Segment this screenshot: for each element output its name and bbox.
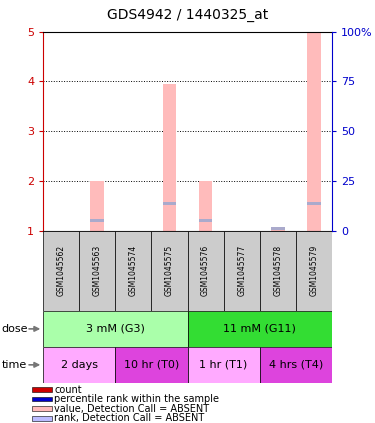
Text: 10 hr (T0): 10 hr (T0) bbox=[124, 360, 179, 370]
Text: GSM1045578: GSM1045578 bbox=[273, 245, 282, 296]
Bar bbox=[79, 231, 116, 311]
Text: 4 hrs (T4): 4 hrs (T4) bbox=[268, 360, 323, 370]
Text: 3 mM (G3): 3 mM (G3) bbox=[86, 324, 145, 334]
Text: GSM1045579: GSM1045579 bbox=[309, 245, 318, 297]
Text: GDS4942 / 1440325_at: GDS4942 / 1440325_at bbox=[107, 8, 268, 22]
Bar bbox=[163, 202, 176, 205]
Bar bbox=[296, 231, 332, 311]
Text: dose: dose bbox=[2, 324, 28, 334]
Text: GSM1045574: GSM1045574 bbox=[129, 245, 138, 297]
Bar bbox=[32, 397, 52, 401]
Text: value, Detection Call = ABSENT: value, Detection Call = ABSENT bbox=[54, 404, 210, 414]
Bar bbox=[32, 387, 52, 392]
Text: GSM1045562: GSM1045562 bbox=[57, 245, 66, 296]
Bar bbox=[271, 227, 285, 230]
Bar bbox=[43, 311, 188, 347]
Bar bbox=[260, 347, 332, 383]
Bar bbox=[32, 416, 52, 420]
Bar bbox=[188, 347, 260, 383]
Bar bbox=[43, 347, 116, 383]
Bar bbox=[32, 407, 52, 411]
Text: GSM1045576: GSM1045576 bbox=[201, 245, 210, 297]
Text: count: count bbox=[54, 385, 82, 395]
Bar bbox=[90, 219, 104, 222]
Bar bbox=[90, 181, 104, 231]
Bar bbox=[43, 231, 79, 311]
Text: 11 mM (G11): 11 mM (G11) bbox=[223, 324, 296, 334]
Text: GSM1045575: GSM1045575 bbox=[165, 245, 174, 297]
Bar bbox=[163, 84, 176, 231]
Bar bbox=[307, 32, 321, 231]
Bar bbox=[307, 202, 321, 205]
Text: rank, Detection Call = ABSENT: rank, Detection Call = ABSENT bbox=[54, 413, 205, 423]
Text: 1 hr (T1): 1 hr (T1) bbox=[200, 360, 248, 370]
Bar bbox=[199, 219, 212, 222]
Bar bbox=[271, 227, 285, 231]
Bar bbox=[116, 347, 188, 383]
Bar bbox=[260, 231, 296, 311]
Bar bbox=[224, 231, 260, 311]
Bar bbox=[152, 231, 188, 311]
Bar bbox=[188, 231, 224, 311]
Text: percentile rank within the sample: percentile rank within the sample bbox=[54, 394, 219, 404]
Text: GSM1045563: GSM1045563 bbox=[93, 245, 102, 297]
Text: GSM1045577: GSM1045577 bbox=[237, 245, 246, 297]
Bar bbox=[199, 181, 212, 231]
Bar bbox=[188, 311, 332, 347]
Text: 2 days: 2 days bbox=[61, 360, 98, 370]
Text: time: time bbox=[2, 360, 27, 370]
Bar bbox=[116, 231, 152, 311]
